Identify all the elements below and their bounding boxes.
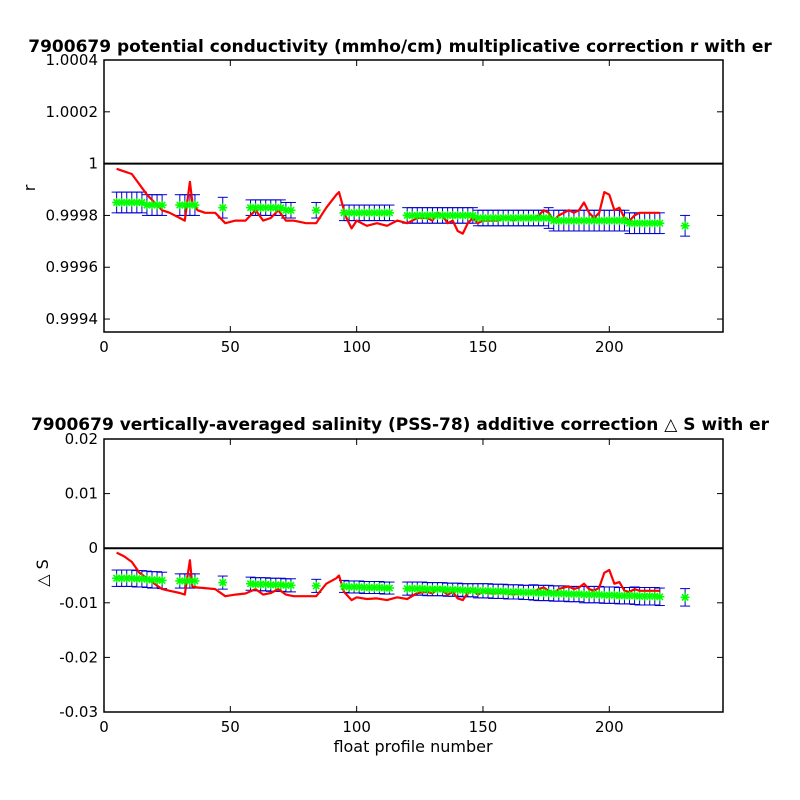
y-tick-label: 1 bbox=[88, 155, 98, 173]
data-point-stroke bbox=[219, 578, 227, 587]
y-tick-label: -0.03 bbox=[59, 703, 98, 721]
x-tick-label: 200 bbox=[595, 718, 624, 736]
y-tick-label: 0.02 bbox=[65, 430, 98, 448]
data-point bbox=[218, 203, 228, 213]
y-tick-label: 0.9998 bbox=[46, 206, 99, 224]
data-point bbox=[218, 578, 228, 588]
data-point bbox=[384, 583, 394, 593]
data-point bbox=[311, 581, 321, 591]
data-point-stroke bbox=[656, 219, 664, 227]
x-tick-label: 50 bbox=[221, 338, 240, 356]
y-tick-label: 0 bbox=[88, 539, 98, 557]
x-tick-label: 200 bbox=[595, 338, 624, 356]
data-point-stroke bbox=[656, 593, 664, 601]
data-point-stroke bbox=[138, 198, 146, 207]
data-point-stroke bbox=[287, 206, 295, 214]
data-point-stroke bbox=[191, 201, 199, 209]
data-point bbox=[286, 580, 296, 590]
chart-title: 7900679 potential conductivity (mmho/cm)… bbox=[28, 37, 772, 57]
x-tick-label: 100 bbox=[342, 338, 371, 356]
x-tick-label: 150 bbox=[469, 338, 498, 356]
y-tick-label: 0.9996 bbox=[46, 258, 99, 276]
data-point bbox=[311, 205, 321, 215]
axes-frame bbox=[103, 438, 724, 713]
y-tick-label: 1.0002 bbox=[46, 103, 99, 121]
data-point bbox=[127, 573, 137, 583]
data-point-stroke bbox=[385, 584, 394, 592]
data-point-stroke bbox=[469, 211, 477, 220]
data-point-stroke bbox=[158, 201, 166, 209]
data-point-stroke bbox=[312, 206, 320, 214]
x-tick-label: 100 bbox=[342, 718, 371, 736]
data-point bbox=[655, 592, 665, 602]
chart-title: 7900679 vertically-averaged salinity (PS… bbox=[31, 415, 770, 435]
data-point bbox=[190, 576, 200, 586]
data-point-stroke bbox=[681, 222, 689, 230]
y-tick-label: -0.02 bbox=[59, 648, 98, 666]
data-point-stroke bbox=[219, 203, 227, 212]
data-point-stroke bbox=[191, 577, 199, 585]
plot-area bbox=[104, 439, 723, 712]
y-tick-label: 0.9994 bbox=[46, 310, 99, 328]
x-tick-label: 150 bbox=[469, 718, 498, 736]
data-point-stroke bbox=[385, 209, 394, 217]
x-axis-label: float profile number bbox=[333, 737, 493, 756]
data-point-stroke bbox=[681, 593, 689, 602]
data-point-stroke bbox=[312, 582, 320, 590]
data-point-stroke bbox=[158, 576, 166, 585]
y-tick-label: 0.01 bbox=[65, 485, 98, 503]
data-point bbox=[680, 221, 690, 231]
salinity-correction-panel: 7900679 vertically-averaged salinity (PS… bbox=[31, 415, 770, 756]
x-tick-label: 0 bbox=[99, 718, 109, 736]
x-tick-label: 50 bbox=[221, 718, 240, 736]
x-tick-label: 0 bbox=[99, 338, 109, 356]
data-points bbox=[112, 573, 690, 602]
plot-area bbox=[104, 60, 723, 332]
data-point-stroke bbox=[620, 216, 629, 225]
data-point bbox=[655, 218, 665, 228]
y-tick-label: 1.0004 bbox=[46, 51, 99, 69]
correction-line bbox=[116, 167, 660, 235]
y-axis-label: r bbox=[20, 184, 39, 191]
data-point-stroke bbox=[544, 214, 553, 222]
data-point bbox=[157, 575, 167, 585]
data-point bbox=[384, 208, 394, 218]
data-point-stroke bbox=[287, 581, 295, 590]
data-point bbox=[680, 592, 690, 602]
data-point bbox=[417, 584, 427, 594]
data-point bbox=[286, 205, 296, 215]
axes-frame bbox=[103, 59, 724, 333]
data-point bbox=[190, 200, 200, 210]
y-tick-label: -0.01 bbox=[59, 594, 98, 612]
data-points bbox=[112, 197, 690, 231]
y-axis-label: △ S bbox=[33, 559, 52, 587]
data-point bbox=[157, 200, 167, 210]
conductivity-correction-panel: 7900679 potential conductivity (mmho/cm)… bbox=[20, 37, 772, 356]
data-point-stroke bbox=[277, 203, 285, 212]
